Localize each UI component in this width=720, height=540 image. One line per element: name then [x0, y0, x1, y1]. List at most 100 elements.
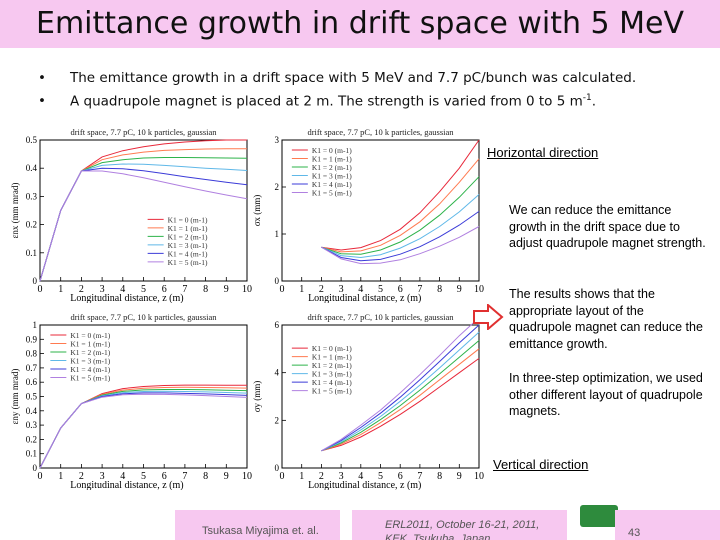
chart-title: drift space, 7.7 pC, 10 k particles, gau… — [70, 127, 217, 137]
y-tick-label: 0.5 — [26, 135, 38, 145]
y-tick-label: 0 — [33, 276, 38, 286]
x-tick-label: 8 — [437, 284, 442, 295]
series-line — [321, 348, 480, 452]
series-line — [39, 393, 248, 469]
x-tick-label: 2 — [79, 471, 84, 482]
legend-label: K1 = 3 (m-1) — [168, 241, 208, 250]
legend-label: K1 = 1 (m-1) — [168, 224, 208, 233]
y-tick-label: 0 — [275, 463, 280, 473]
x-axis-label: Longitudinal distance, z (m) — [308, 293, 421, 303]
legend-label: K1 = 2 (m-1) — [168, 232, 208, 241]
legend-label: K1 = 3 (m-1) — [70, 357, 110, 366]
legend-label: K1 = 2 (m-1) — [312, 361, 352, 370]
x-tick-label: 7 — [182, 471, 187, 482]
footer-author: Tsukasa Miyajima et. al. — [202, 525, 319, 537]
y-axis-label: σx (mm) — [252, 195, 262, 227]
legend-label: K1 = 5 (m-1) — [70, 374, 110, 383]
x-axis-label: Longitudinal distance, z (m) — [70, 480, 183, 490]
y-tick-label: 0.4 — [26, 163, 38, 173]
x-tick-label: 3 — [100, 471, 105, 482]
x-tick-label: 0 — [280, 284, 285, 295]
bullet-text: The emittance growth in a drift space wi… — [70, 70, 637, 86]
x-tick-label: 6 — [162, 471, 167, 482]
y-tick-label: 0.8 — [26, 349, 38, 359]
y-tick-label: 0 — [275, 276, 280, 286]
series-line — [39, 392, 248, 469]
x-tick-label: 0 — [280, 471, 285, 482]
series-line — [321, 226, 480, 265]
series-line — [321, 194, 480, 259]
legend-label: K1 = 1 (m-1) — [70, 340, 110, 349]
note-text: The results shows that the appropriate l… — [509, 287, 703, 351]
bullet-dot: • — [38, 93, 46, 109]
y-tick-label: 0.9 — [26, 334, 38, 344]
x-tick-label: 10 — [474, 284, 484, 295]
conference-logo-icon — [580, 505, 618, 527]
y-tick-label: 0.3 — [26, 191, 38, 201]
y-tick-label: 0.7 — [26, 363, 38, 373]
y-axis-label: σy (mm) — [252, 381, 262, 413]
series-line — [39, 389, 248, 469]
note-text: We can reduce the emittance growth in th… — [509, 203, 706, 250]
legend-label: K1 = 5 (m-1) — [168, 258, 208, 267]
series-line — [321, 357, 480, 452]
horizontal-direction-label: Horizontal direction — [487, 145, 599, 160]
x-tick-label: 5 — [141, 471, 146, 482]
x-tick-label: 9 — [457, 284, 462, 295]
y-axis-label: εny (mm mrad) — [10, 369, 20, 425]
series-line — [39, 163, 248, 282]
series-line — [321, 139, 480, 251]
legend-label: K1 = 5 (m-1) — [312, 387, 352, 396]
note-text: In three-step optimization, we used othe… — [509, 371, 703, 418]
bullet-list: • The emittance growth in a drift space … — [38, 70, 718, 116]
x-tick-label: 2 — [319, 284, 324, 295]
x-tick-label: 7 — [417, 284, 422, 295]
x-tick-label: 10 — [242, 471, 252, 482]
footer-page-box — [615, 510, 720, 540]
x-tick-label: 7 — [182, 284, 187, 295]
y-tick-label: 2 — [275, 182, 280, 192]
y-tick-label: 4 — [275, 368, 280, 378]
arrow-right-icon — [473, 304, 504, 330]
series-line — [321, 324, 480, 452]
x-tick-label: 10 — [242, 284, 252, 295]
plot-frame — [39, 139, 248, 282]
series-line — [321, 331, 480, 452]
bullet-text-end: . — [591, 93, 597, 110]
y-tick-label: 0.2 — [26, 220, 37, 230]
x-tick-label: 1 — [58, 471, 63, 482]
x-tick-label: 8 — [203, 471, 208, 482]
series-line — [39, 386, 248, 469]
x-tick-label: 4 — [358, 284, 363, 295]
footer-conference-box — [352, 510, 567, 540]
x-tick-label: 9 — [224, 471, 229, 482]
y-tick-label: 0.1 — [26, 248, 37, 258]
x-tick-label: 6 — [398, 284, 403, 295]
series-line — [39, 390, 248, 469]
x-tick-label: 5 — [378, 284, 383, 295]
x-tick-label: 6 — [398, 471, 403, 482]
bullet-superscript: -1 — [582, 93, 592, 103]
beam-size-x-plot: drift space, 7.7 pC, 10 k particles, gau… — [252, 125, 487, 303]
y-tick-label: 0.2 — [26, 434, 37, 444]
chart-title: drift space, 7.7 pC, 10 k particles, gau… — [307, 312, 454, 322]
legend-label: K1 = 1 (m-1) — [312, 353, 352, 362]
legend-label: K1 = 4 (m-1) — [312, 378, 352, 387]
legend-label: K1 = 3 (m-1) — [312, 172, 352, 181]
series-line — [39, 157, 248, 282]
x-tick-label: 8 — [203, 284, 208, 295]
y-tick-label: 0.1 — [26, 449, 37, 459]
x-tick-label: 1 — [299, 284, 304, 295]
chart-title: drift space, 7.7 pC, 10 k particles, gau… — [307, 127, 454, 137]
x-tick-label: 0 — [38, 284, 43, 295]
legend-label: K1 = 0 (m-1) — [168, 215, 208, 224]
footer-conference: ERL2011, October 16-21, 2011, KEK, Tsuku… — [385, 519, 540, 540]
legend-label: K1 = 1 (m-1) — [312, 155, 352, 164]
series-line — [39, 170, 248, 282]
y-tick-label: 0 — [33, 463, 38, 473]
x-tick-label: 4 — [358, 471, 363, 482]
legend-label: K1 = 2 (m-1) — [70, 348, 110, 357]
legend-label: K1 = 4 (m-1) — [312, 180, 352, 189]
x-tick-label: 10 — [474, 471, 484, 482]
series-line — [321, 317, 480, 452]
